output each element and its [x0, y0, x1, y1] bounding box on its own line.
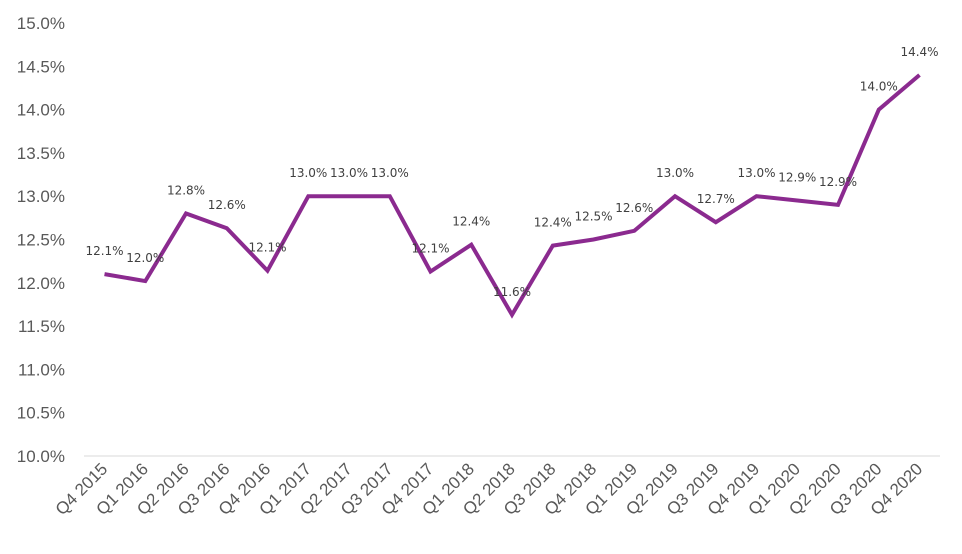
- y-tick-label: 11.5%: [18, 317, 65, 336]
- data-label: 12.9%: [778, 171, 816, 185]
- data-label: 13.0%: [737, 166, 775, 180]
- data-label: 13.0%: [289, 166, 327, 180]
- data-label: 14.4%: [900, 45, 938, 59]
- data-label: 12.4%: [534, 216, 572, 230]
- data-label: 13.0%: [656, 166, 694, 180]
- data-label: 12.7%: [697, 192, 735, 206]
- data-labels-layer: 12.1% 12.0%12.8%12.6%12.1%13.0% 13.0% 13.0%…: [85, 45, 938, 299]
- y-tick-label: 13.5%: [17, 144, 65, 163]
- data-label: 12.4%: [452, 215, 490, 229]
- data-label: 12.8%: [167, 184, 205, 198]
- y-tick-label: 13.0%: [17, 187, 65, 206]
- series-layer: [104, 73, 921, 319]
- y-axis: 10.0% 10.5% 11.0% 11.5% 12.0% 12.5% 13.0% 13.5%…: [17, 14, 65, 466]
- data-label: 12.5%: [574, 210, 612, 224]
- y-tick-label: 11.0%: [18, 360, 65, 379]
- y-tick-label: 14.0%: [17, 101, 65, 120]
- data-label: 12.1%: [85, 244, 123, 258]
- y-tick-label: 14.5%: [17, 57, 65, 76]
- y-tick-label: 10.5%: [17, 404, 65, 423]
- data-label: 12.6%: [208, 198, 246, 212]
- y-tick-label: 12.5%: [17, 231, 65, 250]
- series-line: [104, 73, 921, 319]
- y-tick-label: 10.0%: [17, 447, 65, 466]
- data-label: 13.0%: [371, 166, 409, 180]
- data-label: 13.0%: [330, 166, 368, 180]
- data-label: 12.0%: [126, 251, 164, 265]
- y-tick-label: 12.0%: [17, 274, 65, 293]
- data-label: 12.9%: [819, 175, 857, 189]
- data-label: 14.0%: [860, 80, 898, 94]
- data-label: 12.1%: [248, 241, 286, 255]
- y-tick-label: 15.0%: [17, 14, 65, 33]
- data-label: 12.6%: [615, 201, 653, 215]
- data-label: 11.6%: [493, 285, 531, 299]
- data-label: 12.1%: [411, 242, 449, 256]
